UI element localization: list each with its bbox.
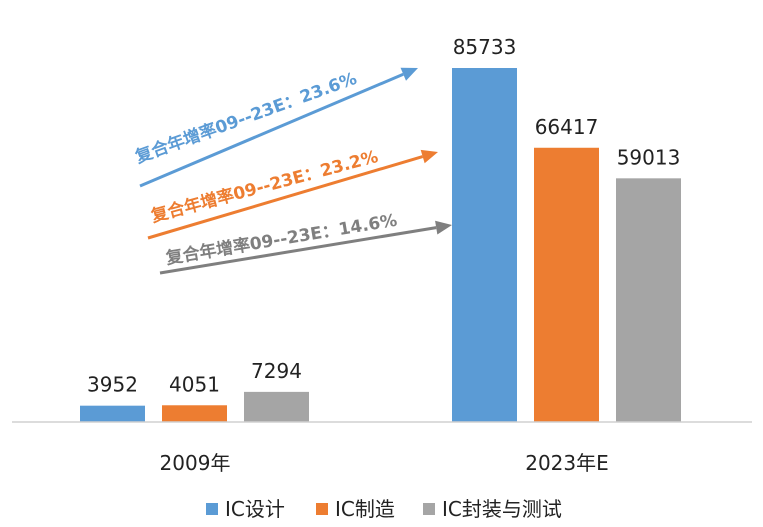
bar-3-2 [616, 178, 681, 422]
cagr-arrow-head-3 [435, 220, 452, 235]
cagr-label-2: 复合年增率09--23E：23.2% [148, 146, 380, 227]
value-label-2-2: 66417 [535, 115, 599, 139]
value-labels-group: 3952 4051 7294 85733 66417 59013 [87, 35, 680, 397]
value-label-2-1: 4051 [169, 372, 220, 396]
legend-label-1: IC设计 [225, 497, 285, 521]
legend: IC设计 IC制造 IC封装与测试 [206, 497, 562, 521]
value-label-1-2: 85733 [453, 35, 517, 59]
category-label-1: 2009年 [160, 451, 231, 475]
category-label-2: 2023年E [525, 451, 609, 475]
cagr-arrow-2 [147, 155, 424, 240]
value-label-1-1: 3952 [87, 373, 138, 397]
bar-3-1 [244, 391, 309, 422]
cagr-arrow-1 [139, 72, 404, 188]
category-labels-group: 2009年 2023年E [160, 451, 609, 475]
legend-swatch-3 [423, 503, 435, 515]
bars-group [80, 68, 681, 422]
cagr-annotations-group: 复合年增率09--23E：23.6%复合年增率09--23E：23.2%复合年增… [132, 67, 452, 275]
value-label-3-1: 7294 [251, 359, 302, 383]
legend-swatch-2 [316, 503, 328, 515]
cagr-label-1: 复合年增率09--23E：23.6% [132, 68, 360, 168]
bar-2-2 [534, 147, 599, 422]
cagr-arrow-head-2 [420, 149, 438, 164]
bar-2-1 [162, 405, 227, 422]
cagr-arrow-3 [159, 226, 437, 275]
legend-swatch-1 [206, 503, 218, 515]
value-label-3-2: 59013 [617, 145, 681, 169]
bar-1-2 [452, 68, 517, 422]
cagr-arrow-head-1 [400, 67, 418, 81]
bar-1-1 [80, 405, 145, 422]
legend-label-3: IC封装与测试 [442, 497, 562, 521]
legend-label-2: IC制造 [335, 497, 395, 521]
